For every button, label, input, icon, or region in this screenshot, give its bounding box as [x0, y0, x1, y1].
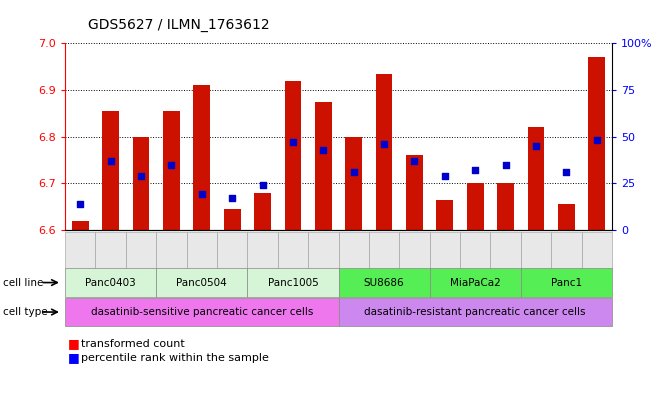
- Text: GDS5627 / ILMN_1763612: GDS5627 / ILMN_1763612: [88, 18, 270, 32]
- Text: dasatinib-resistant pancreatic cancer cells: dasatinib-resistant pancreatic cancer ce…: [365, 307, 586, 317]
- Point: [257, 182, 268, 188]
- Text: dasatinib-sensitive pancreatic cancer cells: dasatinib-sensitive pancreatic cancer ce…: [90, 307, 313, 317]
- Point: [561, 169, 572, 175]
- Point: [136, 173, 146, 179]
- Point: [227, 195, 238, 201]
- Bar: [133, 137, 150, 230]
- Point: [166, 162, 176, 168]
- Text: Panc1005: Panc1005: [268, 277, 318, 288]
- Bar: [406, 155, 423, 230]
- Text: ■: ■: [68, 351, 80, 364]
- Point: [348, 169, 359, 175]
- Text: SU8686: SU8686: [364, 277, 404, 288]
- Bar: [72, 220, 89, 230]
- Text: cell line: cell line: [3, 277, 44, 288]
- Text: cell type: cell type: [3, 307, 48, 317]
- Point: [105, 158, 116, 164]
- Bar: [376, 73, 393, 230]
- Text: transformed count: transformed count: [81, 339, 185, 349]
- Point: [197, 191, 207, 198]
- Point: [470, 167, 480, 173]
- Point: [501, 162, 511, 168]
- Bar: [467, 183, 484, 230]
- Point: [318, 147, 329, 153]
- Point: [75, 201, 85, 207]
- Text: Panc0403: Panc0403: [85, 277, 136, 288]
- Bar: [436, 200, 453, 230]
- Bar: [224, 209, 240, 230]
- Point: [379, 141, 389, 147]
- Bar: [558, 204, 575, 230]
- Bar: [163, 111, 180, 230]
- Bar: [589, 57, 605, 230]
- Bar: [284, 81, 301, 230]
- Text: ■: ■: [68, 337, 80, 351]
- Point: [439, 173, 450, 179]
- Bar: [497, 183, 514, 230]
- Text: MiaPaCa2: MiaPaCa2: [450, 277, 501, 288]
- Point: [531, 143, 541, 149]
- Text: Panc1: Panc1: [551, 277, 582, 288]
- Bar: [527, 127, 544, 230]
- Bar: [193, 85, 210, 230]
- Bar: [315, 101, 331, 230]
- Point: [288, 139, 298, 145]
- Bar: [254, 193, 271, 230]
- Point: [592, 137, 602, 143]
- Text: percentile rank within the sample: percentile rank within the sample: [81, 353, 270, 363]
- Bar: [345, 137, 362, 230]
- Point: [409, 158, 420, 164]
- Bar: [102, 111, 119, 230]
- Text: Panc0504: Panc0504: [176, 277, 227, 288]
